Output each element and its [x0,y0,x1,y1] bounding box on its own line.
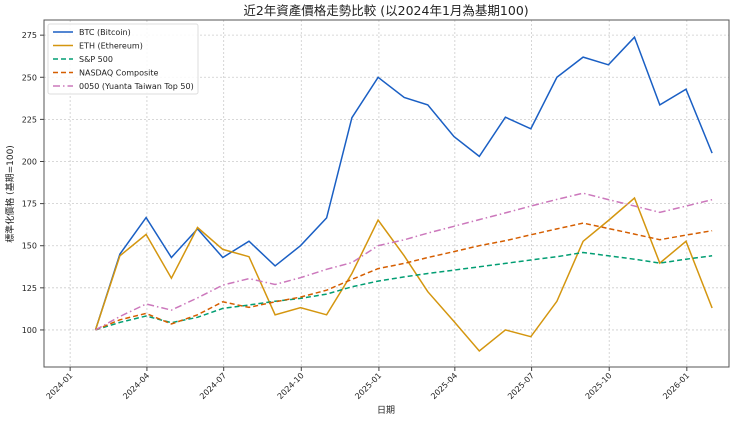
x-tick-label: 2024-01 [45,371,75,401]
x-tick-label: 2025-04 [429,371,459,401]
y-axis: 100 125 150 175 200 225 250 275 [22,31,44,335]
x-tick-label: 2026-01 [661,371,691,401]
legend-label: S&P 500 [79,55,113,64]
x-tick-label: 2025-01 [353,371,383,401]
series-line-2 [95,251,713,331]
x-tick-label: 2024-07 [198,371,228,401]
legend: BTC (Bitcoin) ETH (Ethereum) S&P 500 NASDAQ… [47,23,199,95]
series-lines [94,35,713,353]
x-tick-label: 2024-04 [121,371,151,401]
y-tick-label: 100 [22,326,37,335]
x-tick-label: 2025-07 [506,371,536,401]
x-axis-label: 日期 [377,405,395,416]
x-axis: 2024-01 2024-04 2024-07 2024-10 2025-01 2025-… [45,367,691,401]
x-tick-label: 2025-10 [584,371,614,401]
y-tick-label: 200 [22,157,37,166]
y-tick-label: 225 [22,115,37,124]
plot-frame [43,19,730,368]
series-line-4 [95,192,713,331]
series-line-1 [94,196,713,353]
legend-label: NASDAQ Composite [79,69,159,78]
legend-box [47,23,199,95]
y-tick-label: 250 [22,73,37,82]
y-tick-label: 175 [22,200,37,209]
legend-label: ETH (Ethereum) [79,42,143,51]
legend-label: 0050 (Yuanta Taiwan Top 50) [79,82,194,91]
y-tick-label: 125 [22,284,37,293]
x-tick-label: 2024-10 [276,371,306,401]
series-line-3 [95,222,713,331]
legend-label: BTC (Bitcoin) [79,28,131,37]
y-tick-label: 150 [22,242,37,251]
y-axis-label: 標準化價格 (基期=100) [4,145,16,243]
y-tick-label: 275 [22,31,37,40]
chart-title: 近2年資產價格走勢比較 (以2024年1月為基期100) [243,3,528,18]
